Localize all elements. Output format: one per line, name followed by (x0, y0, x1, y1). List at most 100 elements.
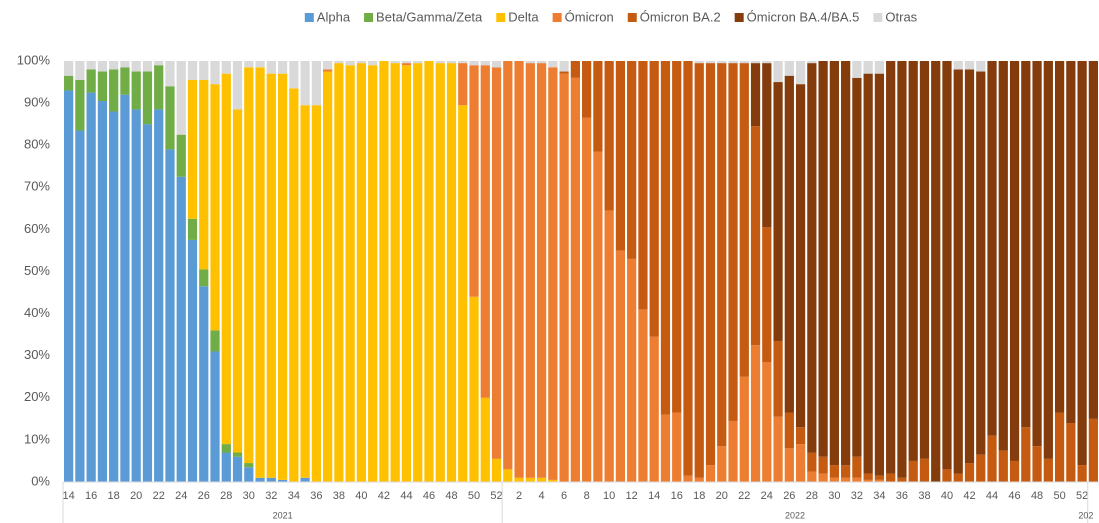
bar-segment (897, 61, 907, 478)
bar-segment (615, 250, 626, 482)
bar-segment (345, 61, 355, 66)
bar-segment (953, 473, 963, 482)
y-tick-label: 100% (17, 52, 51, 67)
bar-segment (469, 61, 479, 66)
bar-segment (154, 109, 164, 482)
bar-segment (176, 176, 186, 482)
bar-segment (1032, 61, 1042, 447)
bar-segment (717, 61, 727, 64)
bar-segment (570, 77, 580, 482)
bar-segment (1066, 423, 1076, 482)
bar-segment (987, 435, 997, 482)
bar-segment (232, 109, 243, 453)
bar-segment (210, 351, 220, 482)
bar-segment (863, 473, 873, 480)
bar-segment (232, 452, 243, 457)
bar-segment (323, 69, 333, 72)
bar-segment (165, 61, 175, 87)
bar-segment (446, 61, 457, 64)
legend-label: Beta/Gamma/Zeta (376, 9, 483, 24)
bar-segment (593, 61, 603, 152)
bar-segment (491, 61, 502, 68)
bar-segment (525, 61, 535, 64)
bar-segment (244, 467, 254, 482)
x-tick-label: 42 (378, 490, 390, 502)
bar-segment (75, 79, 85, 131)
bar-segment (672, 61, 682, 413)
bar-segment (311, 105, 321, 482)
x-tick-label: 34 (288, 490, 300, 502)
bar-segment (491, 458, 502, 482)
bar-segment (379, 61, 389, 482)
x-tick-label: 50 (468, 490, 480, 502)
year-label: 2021 (273, 510, 293, 520)
bar-segment (807, 61, 817, 64)
year-label: 202 (1078, 510, 1093, 520)
bar-segment (728, 63, 738, 421)
bar-segment (334, 61, 344, 64)
bar-segment (705, 465, 716, 482)
bar-segment (559, 73, 569, 482)
bar-segment (165, 86, 175, 150)
bar-segment (784, 61, 794, 76)
bar-segment (976, 454, 986, 482)
bar-segment (120, 67, 130, 95)
x-tick-label: 48 (445, 490, 457, 502)
bar-segment (739, 63, 749, 377)
bar-segment (683, 61, 693, 476)
bar-segment (64, 90, 74, 482)
x-tick-label: 46 (1008, 490, 1020, 502)
legend-swatch (552, 13, 562, 22)
bar-segment (739, 61, 749, 64)
bar-segment (908, 460, 918, 482)
x-tick-label: 40 (941, 490, 953, 502)
bar-segment (1077, 465, 1087, 482)
bar-segment (413, 61, 423, 64)
bar-segment (221, 73, 231, 445)
bar-segment (604, 61, 614, 211)
bar-segment (368, 65, 378, 483)
bar-segment (75, 130, 85, 482)
bar-segment (334, 63, 344, 482)
x-tick-label: 42 (963, 490, 975, 502)
bar-segment (131, 61, 141, 72)
bar-segment (221, 452, 231, 482)
bar-segment (1043, 458, 1053, 482)
bar-segment (559, 61, 569, 72)
legend-swatch (364, 13, 374, 22)
bar-segment (582, 117, 592, 483)
bar-segment (469, 65, 479, 297)
bar-segment (255, 67, 265, 478)
x-tick-label: 36 (896, 490, 908, 502)
bar-segment (649, 336, 659, 482)
x-tick-label: 14 (63, 490, 75, 502)
legend-label: Ómicron (565, 9, 614, 24)
bar-segment (187, 79, 198, 219)
x-tick-label: 28 (806, 490, 818, 502)
bar-segment (998, 61, 1008, 451)
bar-segment (683, 475, 693, 482)
bar-segment (368, 61, 378, 66)
x-tick-label: 30 (828, 490, 840, 502)
bar-segment (300, 477, 310, 482)
bar-segment (75, 61, 85, 80)
bar-segment (401, 61, 412, 64)
x-tick-label: 16 (85, 490, 97, 502)
legend-swatch (873, 13, 883, 22)
bar-segment (356, 61, 367, 64)
x-tick-label: 32 (851, 490, 863, 502)
bar-segment (514, 61, 524, 478)
bar-segment (435, 61, 445, 64)
x-tick-label: 10 (603, 490, 615, 502)
bar-segment (953, 61, 963, 70)
bar-segment (694, 63, 704, 478)
bar-segment (852, 477, 862, 482)
bar-segment (1009, 61, 1020, 461)
bar-segment (244, 463, 254, 468)
bar-segment (255, 61, 265, 68)
bar-segment (323, 61, 333, 70)
bar-segment (829, 477, 839, 482)
bar-segment (536, 477, 547, 482)
bar-segment (165, 149, 175, 482)
